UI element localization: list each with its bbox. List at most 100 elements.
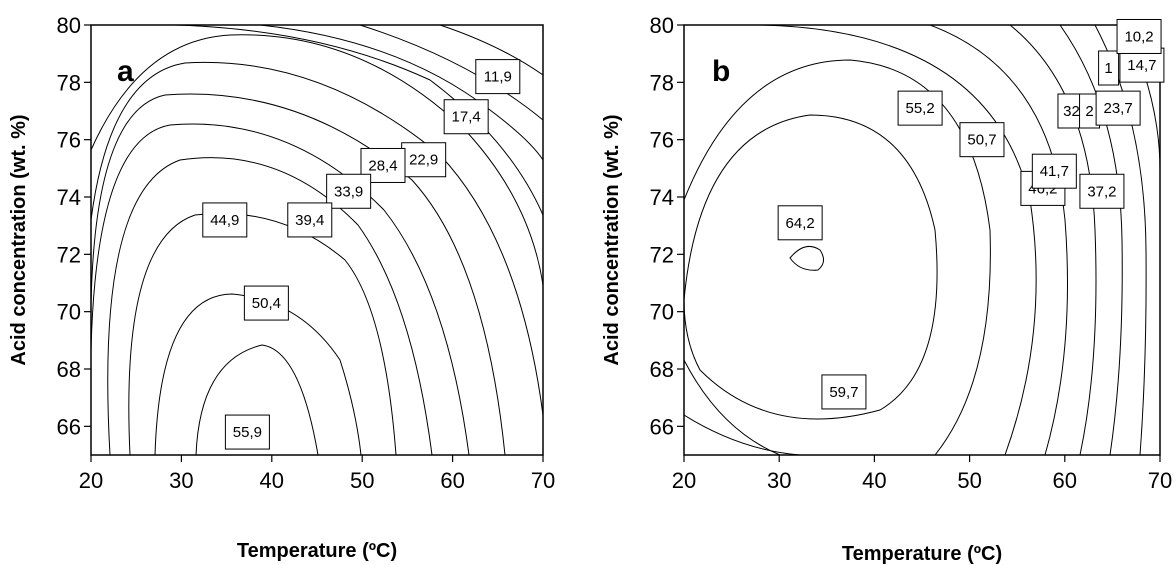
y-tick-label: 66	[57, 414, 81, 439]
contour-label-box	[1079, 173, 1125, 209]
contour-label: 64,2	[777, 205, 823, 241]
contour-label-text: 2	[1085, 103, 1093, 120]
x-axis-title-a: Temperature (ºC)	[237, 540, 397, 562]
contour-label-box	[959, 122, 1005, 158]
contour-label-text: 44,9	[210, 212, 239, 229]
contour-label-box	[821, 374, 867, 410]
contour-label-text: 28,4	[368, 157, 397, 174]
contour-label-text: 32	[1063, 103, 1080, 120]
y-tick-label: 72	[650, 242, 674, 267]
contour-label: 59,7	[821, 374, 867, 410]
y-tick-label: 80	[57, 13, 81, 38]
x-tick-label: 20	[672, 468, 696, 493]
y-axis-title-a: Acid concentration (wt. %)	[8, 114, 30, 365]
contour-label-box	[1116, 18, 1162, 54]
contour-label-text: 23,7	[1104, 100, 1133, 117]
contour-label-box	[897, 90, 943, 126]
x-tick-label: 70	[531, 468, 555, 493]
contour-line	[195, 344, 319, 455]
contour-label: 17,4	[443, 99, 489, 135]
contour-label-text: 41,7	[1040, 163, 1069, 180]
contour-label-box	[202, 202, 248, 238]
x-tick-label: 50	[957, 468, 981, 493]
contour-labels-a: 11,9 17,4 22,9 28,4 33,9 39,4 44,9 50,4 55,9	[202, 59, 521, 450]
contour-label: 1	[1098, 50, 1120, 86]
plot-frame-b	[683, 24, 1161, 456]
panel-letter-a: a	[117, 55, 134, 88]
contour-line	[684, 114, 938, 420]
contour-label: 22,9	[401, 142, 447, 178]
contour-label: 55,2	[897, 90, 943, 126]
contour-line	[1059, 25, 1123, 455]
contour-label-box	[777, 205, 823, 241]
contour-line	[684, 359, 781, 455]
contour-label: 37,2	[1079, 173, 1125, 209]
contour-label-text: 59,7	[829, 384, 858, 401]
x-tick-label: 30	[169, 468, 193, 493]
contour-label-text: 55,9	[233, 424, 262, 441]
x-tick-label: 20	[79, 468, 103, 493]
contour-label: 50,4	[243, 285, 289, 321]
contour-panel-a: 20 30 40 50 60 70 66 68 70 72 74 76 78 80 11,9 17,4 22,…	[8, 13, 555, 562]
contour-label-text: 50,4	[252, 295, 281, 312]
contour-label: 11,9	[475, 59, 521, 95]
contour-lines-b	[684, 25, 1160, 455]
contour-panel-b: 20 30 40 50 60 70 66 68 70 72 74 76 78 80 64,2 59,7 55,…	[601, 13, 1172, 565]
x-tick-label: 30	[767, 468, 791, 493]
contour-line	[128, 212, 397, 455]
contour-label-text: 39,4	[295, 212, 324, 229]
contour-line	[684, 414, 801, 455]
y-tick-label: 78	[650, 70, 674, 95]
contour-label-box	[287, 202, 333, 238]
y-tick-label: 70	[57, 300, 81, 325]
y-tick-label: 74	[650, 185, 674, 210]
contour-line	[929, 25, 1068, 455]
y-tick-label: 68	[650, 357, 674, 382]
contour-labels-b: 64,259,755,250,746,241,737,232 2 23,71 14,7…	[777, 18, 1165, 410]
x-tick-label: 50	[350, 468, 374, 493]
contour-label: 23,7	[1095, 90, 1141, 126]
panel-letter-b: b	[712, 55, 730, 88]
contour-line	[684, 59, 991, 455]
contour-label-text: 1	[1104, 60, 1112, 77]
contour-label-text: 64,2	[786, 215, 815, 232]
contour-line	[91, 61, 543, 416]
y-tick-label: 76	[57, 128, 81, 153]
contour-label: 44,9	[202, 202, 248, 238]
x-tick-label: 60	[1053, 468, 1077, 493]
contour-label-text: 22,9	[409, 152, 438, 169]
contour-line	[1009, 25, 1097, 455]
contour-label-box	[1095, 90, 1141, 126]
contour-line	[91, 34, 543, 286]
contour-line	[1094, 25, 1147, 455]
contour-label-box	[401, 142, 447, 178]
contour-label-box	[326, 173, 372, 209]
contour-line	[789, 245, 824, 271]
contour-line	[439, 25, 543, 76]
contour-label: 50,7	[959, 122, 1005, 158]
y-tick-label: 70	[650, 300, 674, 325]
contour-label-text: 14,7	[1127, 57, 1156, 74]
axis-ticks-b: 20 30 40 50 60 70 66 68 70 72 74 76 78 80	[650, 13, 1173, 493]
contour-label-text: 33,9	[334, 183, 363, 200]
contour-line	[91, 123, 470, 455]
contour-label-box	[443, 99, 489, 135]
y-tick-label: 66	[650, 414, 674, 439]
contour-label-text: 17,4	[452, 109, 481, 126]
contour-label: 33,9	[326, 173, 372, 209]
contour-label: 41,7	[1031, 153, 1077, 189]
contour-label-box	[475, 59, 521, 95]
contour-label: 55,9	[224, 414, 270, 450]
contour-label-text: 10,2	[1124, 28, 1153, 45]
contour-label: 39,4	[287, 202, 333, 238]
contour-label-box	[224, 414, 270, 450]
axis-ticks-a: 20 30 40 50 60 70 66 68 70 72 74 76 78 80	[57, 13, 556, 493]
contour-line	[359, 25, 543, 121]
y-tick-label: 78	[57, 70, 81, 95]
x-tick-label: 40	[862, 468, 886, 493]
contour-label-box	[1098, 50, 1120, 86]
y-tick-label: 80	[650, 13, 674, 38]
contour-label-text: 37,2	[1087, 183, 1116, 200]
contour-label: 10,2	[1116, 18, 1162, 54]
